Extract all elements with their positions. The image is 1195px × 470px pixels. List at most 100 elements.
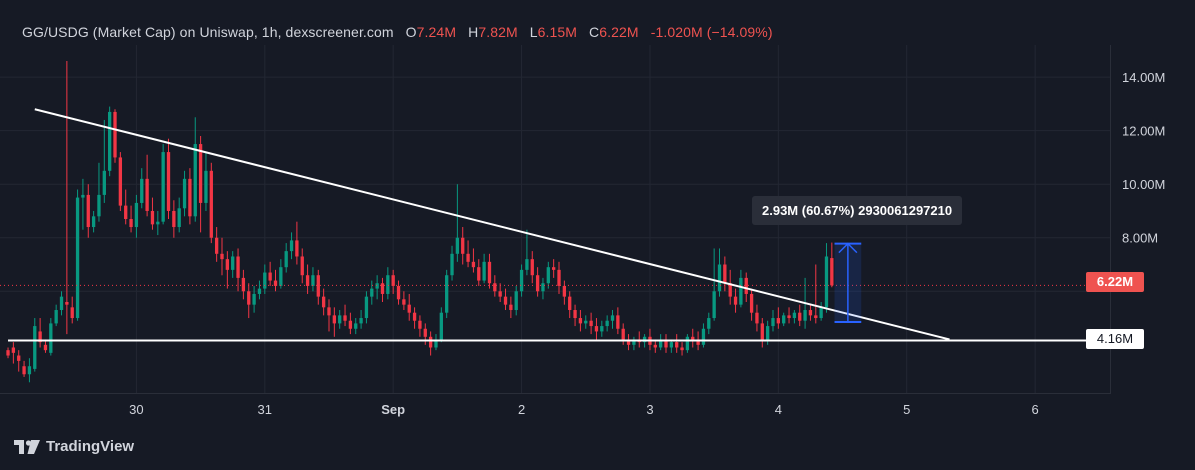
candle-down — [268, 272, 272, 281]
candle-down — [118, 157, 123, 206]
candle-down — [273, 280, 278, 286]
candle-down — [696, 339, 700, 345]
candle-up — [514, 291, 518, 311]
low-value: 6.15M — [537, 24, 578, 40]
candle-down — [728, 283, 732, 297]
candle-up — [824, 256, 829, 308]
candle-up — [54, 310, 58, 324]
symbol-title: GG/USDG (Market Cap) on Uniswap, 1h, dex… — [22, 24, 394, 40]
candle-up — [605, 320, 609, 327]
candle-down — [428, 336, 433, 348]
candle-down — [798, 312, 802, 321]
candle-down — [503, 296, 508, 305]
candle-up — [600, 326, 604, 332]
candle-up — [311, 275, 315, 286]
candle-down — [11, 347, 16, 353]
candle-up — [632, 339, 636, 345]
candle-down — [621, 328, 625, 340]
candle-up — [610, 315, 615, 321]
candle-up — [439, 312, 443, 340]
price-axis-divider — [1110, 45, 1111, 394]
candle-down — [653, 344, 657, 348]
candle-down — [487, 261, 492, 284]
candle-down — [568, 296, 572, 311]
candle-up — [482, 261, 486, 281]
candle-down — [578, 318, 583, 324]
candle-up — [771, 318, 775, 327]
candle-down — [305, 275, 310, 286]
candle-down — [509, 304, 513, 311]
candle-down — [236, 256, 240, 278]
candle-down — [241, 277, 246, 292]
axis-labels: 14.00M 12.00M 10.00M 8.00M 30 31 Sep 2 3 4 5 6 — [129, 70, 1165, 417]
candle-down — [535, 275, 540, 292]
tradingview-logo[interactable]: TradingView — [14, 438, 134, 455]
candle-up — [739, 277, 743, 305]
candle-down — [209, 170, 213, 238]
candle-up — [263, 272, 267, 289]
candle-down — [22, 366, 26, 375]
tradingview-logo-icon — [14, 439, 40, 454]
candle-down — [723, 264, 727, 284]
candle-down — [43, 344, 48, 351]
candle-up — [455, 237, 460, 254]
candle-down — [412, 312, 417, 321]
candle-up — [669, 342, 674, 348]
candle-down — [391, 275, 395, 286]
time-axis-label: 4 — [775, 402, 782, 417]
candle-down — [680, 347, 684, 351]
chart-legend-header: GG/USDG (Market Cap) on Uniswap, 1h, dex… — [22, 24, 773, 40]
candle-down — [295, 240, 299, 257]
drawings-group — [0, 108, 1110, 342]
candle-up — [717, 264, 722, 292]
candle-up — [231, 256, 235, 270]
price-axis-label: 10.00M — [1122, 177, 1165, 192]
candle-up — [161, 152, 165, 222]
tradingview-logo-text: TradingView — [46, 438, 135, 455]
candle-down — [744, 277, 748, 294]
candle-down — [6, 350, 10, 356]
candle-down — [380, 283, 385, 294]
candle-up — [134, 202, 139, 228]
candle-up — [204, 170, 208, 203]
candle-down — [675, 342, 679, 348]
candle-down — [830, 258, 834, 286]
candle-down — [461, 237, 465, 254]
time-axis-divider — [0, 393, 1110, 394]
candle-down — [557, 269, 561, 286]
candle-up — [81, 194, 85, 198]
candle-up — [541, 283, 545, 292]
candle-down — [498, 291, 502, 297]
candle-up — [375, 283, 379, 289]
candle-up — [33, 326, 37, 369]
candle-down — [664, 339, 668, 348]
candle-up — [75, 197, 80, 319]
candle-up — [193, 144, 197, 217]
price-axis-label: 8.00M — [1122, 231, 1158, 246]
candle-down — [477, 267, 481, 281]
candle-up — [819, 307, 823, 319]
candle-down — [332, 315, 336, 324]
time-axis-label: Sep — [381, 402, 405, 417]
candle-up — [685, 336, 690, 351]
candle-up — [525, 259, 529, 270]
time-axis-label: 31 — [258, 402, 272, 417]
change-value: -1.020M (−14.09%) — [650, 24, 773, 40]
price-axis-label: 12.00M — [1122, 124, 1165, 139]
candle-up — [108, 111, 112, 171]
candle-up — [140, 178, 144, 203]
candle-up — [289, 240, 294, 252]
candle-down — [172, 210, 176, 228]
candle-down — [70, 307, 74, 319]
candle-down — [691, 336, 695, 340]
candle-up — [27, 366, 32, 375]
current-price-tag: 6.22M — [1086, 272, 1144, 292]
open-value: 7.24M — [416, 24, 457, 40]
candle-down — [493, 283, 497, 292]
candle-down — [616, 315, 620, 329]
time-axis-label: 6 — [1031, 402, 1038, 417]
candle-down — [348, 320, 353, 329]
candle-up — [658, 339, 663, 348]
high-value: 7.82M — [478, 24, 518, 40]
